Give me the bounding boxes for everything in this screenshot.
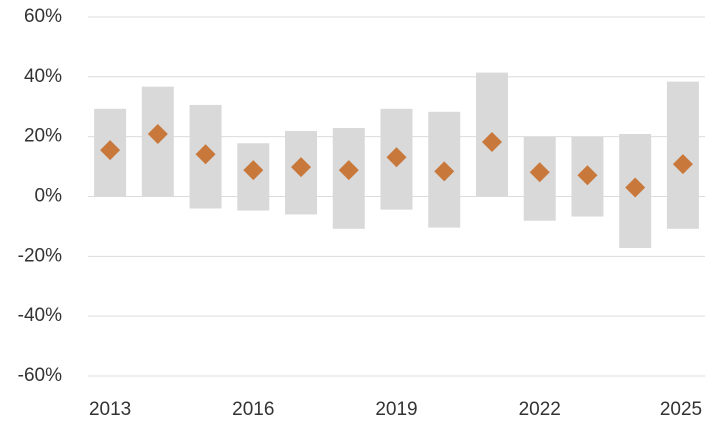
marker bbox=[434, 161, 455, 182]
x-tick-label: 2019 bbox=[375, 399, 417, 420]
y-tick-label: 20% bbox=[24, 126, 62, 147]
x-tick-label: 2022 bbox=[519, 399, 561, 420]
marker bbox=[243, 160, 264, 181]
y-tick-label: -60% bbox=[18, 365, 62, 386]
marker bbox=[100, 140, 121, 161]
x-tick-label: 2016 bbox=[232, 399, 274, 420]
y-tick-label: -40% bbox=[18, 305, 62, 326]
marker bbox=[625, 177, 646, 198]
y-tick-label: 0% bbox=[35, 186, 63, 207]
y-tick-label: 60% bbox=[24, 6, 62, 27]
x-tick-label: 2025 bbox=[660, 399, 702, 420]
marker bbox=[147, 123, 168, 144]
marker bbox=[481, 132, 502, 153]
marker bbox=[672, 154, 693, 175]
y-tick-label: -20% bbox=[18, 245, 62, 266]
x-tick-label: 2013 bbox=[89, 399, 131, 420]
marker bbox=[529, 162, 550, 183]
marker bbox=[386, 147, 407, 168]
marker bbox=[195, 144, 216, 165]
marker bbox=[577, 165, 598, 186]
marker bbox=[338, 160, 359, 181]
y-tick-label: 40% bbox=[24, 66, 62, 87]
marker bbox=[291, 157, 312, 178]
